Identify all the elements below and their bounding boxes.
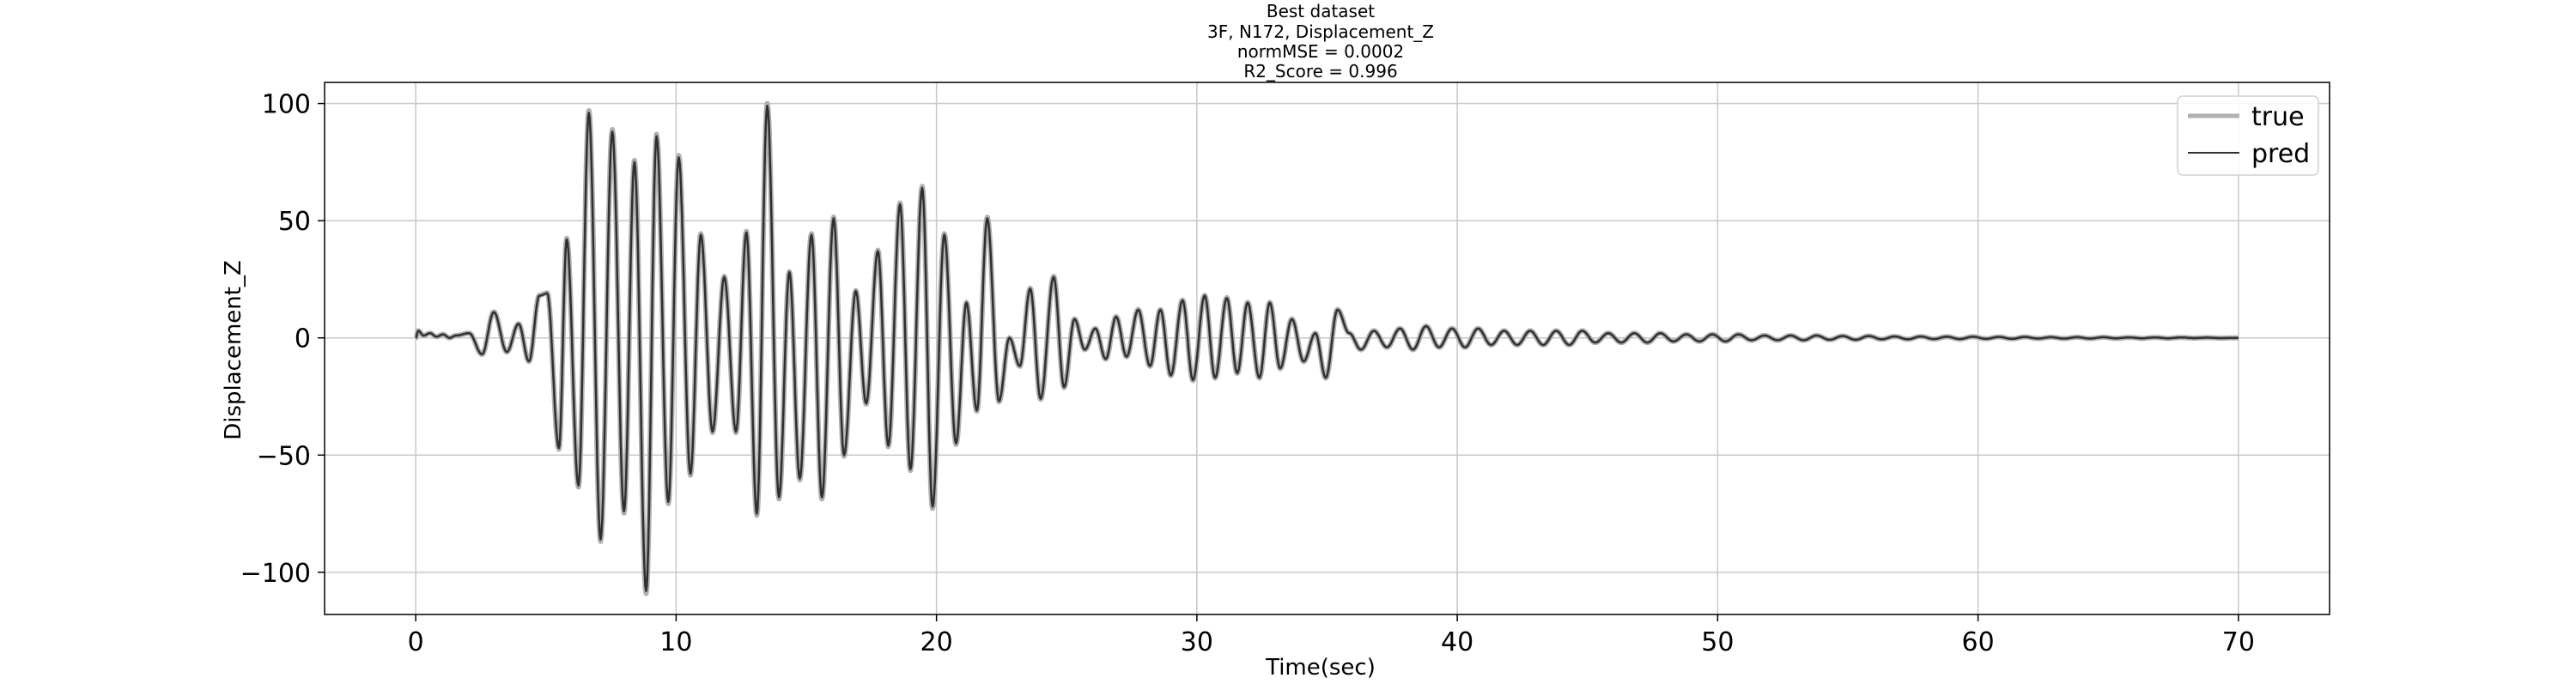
legend: true pred [2177, 95, 2319, 176]
x-tick-label: 70 [2222, 627, 2255, 657]
x-tick-label: 10 [659, 627, 692, 657]
x-axis: 0 10 20 30 40 50 60 70 [408, 614, 2255, 657]
plot-area-frame [324, 82, 2330, 615]
x-axis-title: Time(sec) [1265, 655, 1376, 681]
x-tick-label: 30 [1181, 627, 1213, 657]
y-tick-label: 0 [295, 324, 311, 354]
title-line-1: Best dataset [1267, 1, 1375, 21]
y-tick-label: −50 [257, 441, 311, 471]
title-line-2: 3F, N172, Displacement_Z [1207, 21, 1434, 42]
y-tick-label: −100 [240, 559, 311, 589]
series-pred-line [415, 105, 2239, 592]
x-tick-label: 60 [1962, 627, 1995, 657]
chart-title: Best dataset 3F, N172, Displacement_Z no… [1207, 1, 1434, 82]
legend-label-pred: pred [2251, 139, 2310, 169]
x-tick-label: 0 [408, 627, 424, 657]
title-line-3: normMSE = 0.0002 [1237, 41, 1404, 62]
y-tick-label: 50 [278, 207, 311, 237]
title-line-4: R2_Score = 0.996 [1243, 61, 1397, 82]
x-tick-label: 40 [1441, 627, 1473, 657]
legend-label-true: true [2251, 102, 2305, 132]
y-axis: −100 −50 0 50 100 [240, 90, 325, 589]
x-tick-label: 50 [1701, 627, 1734, 657]
x-tick-label: 20 [920, 627, 953, 657]
y-tick-label: 100 [262, 90, 311, 120]
series-layer [413, 100, 2240, 596]
y-axis-title: Displacement_Z [221, 260, 246, 440]
